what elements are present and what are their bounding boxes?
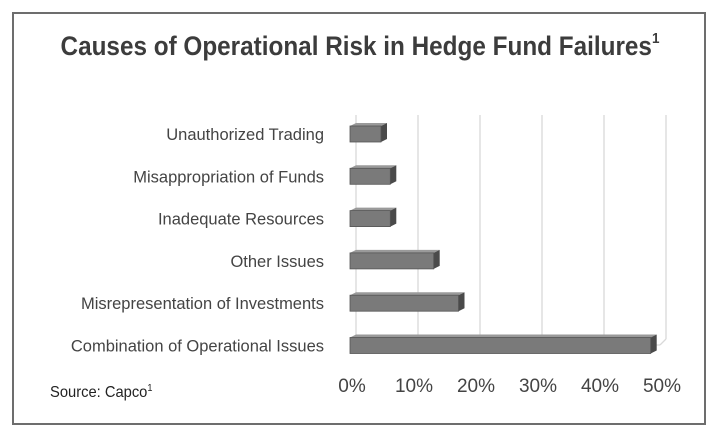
bar-top-face — [350, 334, 657, 338]
x-tick-label: 50% — [643, 376, 681, 397]
chart-title-text: Causes of Operational Risk in Hedge Fund… — [60, 31, 652, 61]
category-label: Combination of Operational Issues — [71, 338, 324, 356]
bar-front-face — [349, 294, 459, 312]
x-tick-labels: 0% 10% 20% 30% 40% 50% — [338, 376, 681, 397]
category-label: Inadequate Resources — [158, 211, 324, 229]
bar-side-face — [390, 165, 397, 185]
bar — [349, 334, 657, 354]
category-label: Misrepresentation of Investments — [81, 295, 324, 313]
source-footnote: 1 — [147, 383, 153, 394]
bar-front-face — [349, 125, 382, 143]
bar — [349, 123, 387, 143]
bar — [349, 292, 465, 312]
bars — [349, 123, 657, 354]
bar — [349, 207, 397, 228]
bar-side-face — [381, 123, 387, 142]
category-label: Other Issues — [230, 253, 324, 271]
bar-side-face — [650, 334, 657, 354]
chart-title: Causes of Operational Risk in Hedge Fund… — [36, 28, 684, 64]
x-tick-label: 0% — [338, 376, 366, 397]
bar-top-face — [350, 123, 387, 126]
source-text: Source: Capco — [50, 384, 148, 401]
chart-title-footnote: 1 — [651, 30, 660, 47]
x-tick-label: 40% — [581, 376, 619, 397]
gridline-base — [659, 338, 667, 346]
x-tick-label: 20% — [457, 376, 495, 397]
bar — [349, 249, 440, 270]
bar-top-face — [350, 249, 440, 253]
bar-top-face — [350, 165, 397, 169]
bar-top-face — [350, 207, 397, 211]
bar-top-face — [350, 292, 465, 296]
x-tick-label: 30% — [519, 376, 557, 397]
bar-front-face — [349, 210, 391, 228]
bar-front-face — [349, 167, 391, 185]
bar-front-face — [349, 337, 652, 354]
bar-side-face — [390, 207, 397, 227]
bar-side-face — [458, 292, 465, 312]
bar-side-face — [433, 249, 440, 269]
bar-front-face — [349, 252, 435, 270]
bar — [349, 165, 397, 185]
category-labels: Unauthorized Trading Misappropriation of … — [71, 126, 324, 356]
x-tick-label: 10% — [395, 376, 433, 397]
category-label: Unauthorized Trading — [166, 126, 324, 144]
category-label: Misappropriation of Funds — [133, 168, 324, 186]
source-note: Source: Capco1 — [50, 384, 152, 402]
